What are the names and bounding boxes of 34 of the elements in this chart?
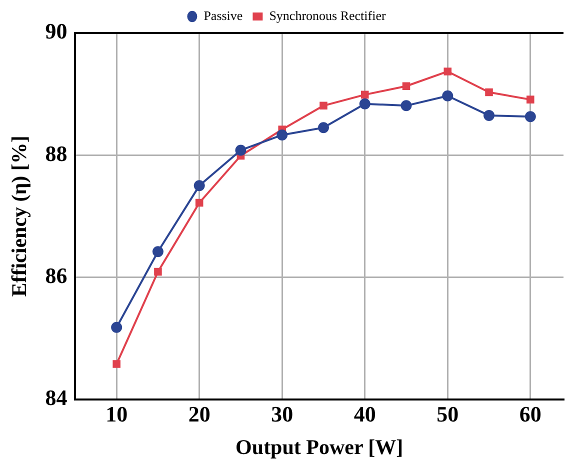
point [195, 198, 204, 207]
x-tick-label: 40 [354, 401, 376, 426]
point [154, 268, 162, 276]
y-tick-label: 86 [45, 262, 68, 288]
legend-label: Passive [204, 8, 243, 23]
y-tick-label: 90 [45, 18, 68, 44]
point [276, 129, 288, 140]
point [235, 144, 246, 156]
point [524, 111, 536, 122]
x-tick-label: 20 [188, 401, 210, 426]
point [318, 122, 329, 134]
x-tick-label: 30 [271, 401, 294, 426]
point [484, 110, 495, 121]
x-tick-label: 50 [436, 401, 459, 426]
point [320, 102, 328, 110]
legend-label: Synchronous Rectifier [269, 8, 386, 23]
y-tick-label: 84 [45, 385, 68, 410]
point [152, 246, 164, 258]
point [112, 360, 120, 368]
y-tick-label: 88 [45, 140, 68, 166]
x-tick-label: 60 [519, 401, 542, 426]
x-axis-title: Output Power [W] [236, 434, 404, 459]
point [400, 100, 412, 112]
point [485, 88, 493, 96]
point [526, 96, 534, 104]
point [402, 82, 410, 90]
point [194, 180, 205, 192]
x-tick-label: 10 [106, 401, 128, 426]
point [442, 90, 454, 102]
y-axis-title: Efficiency (η) [%] [7, 136, 32, 297]
point [360, 90, 369, 99]
point [359, 98, 370, 110]
point [444, 68, 452, 76]
point [111, 322, 122, 333]
